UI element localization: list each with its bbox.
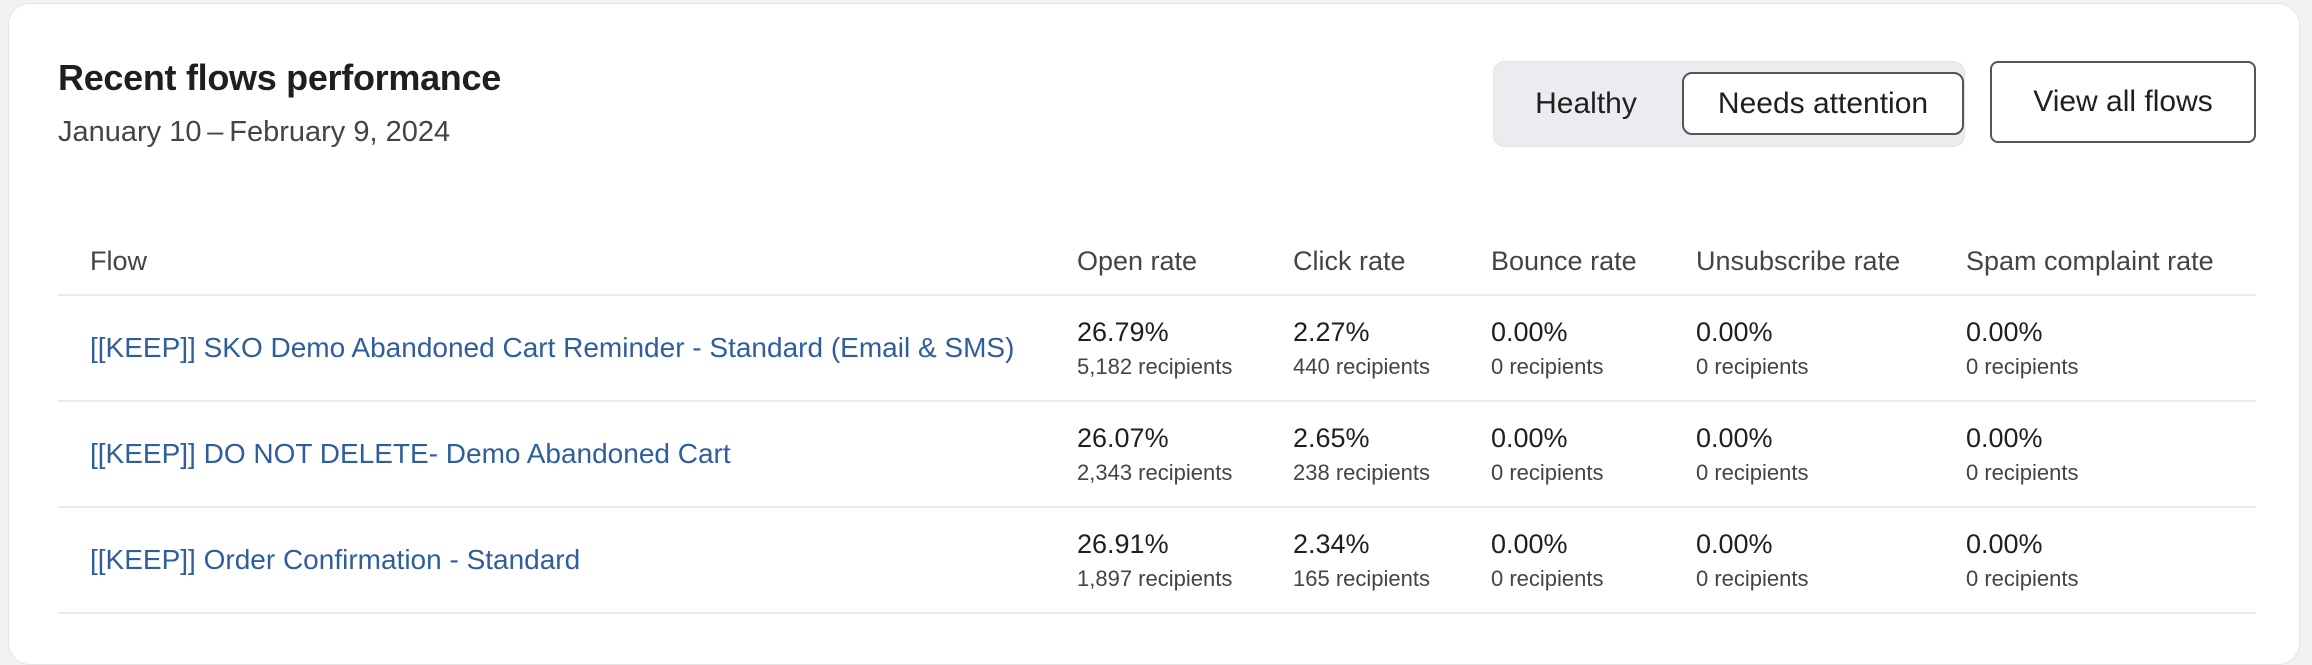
click-rate-value: 2.65% xyxy=(1293,422,1370,453)
open-rate-value: 26.91% xyxy=(1077,528,1169,559)
flow-cell: [[KEEP]] DO NOT DELETE- Demo Abandoned C… xyxy=(58,401,1077,508)
column-header-open-rate: Open rate xyxy=(1077,228,1293,296)
card-title: Recent flows performance xyxy=(58,57,501,98)
spam-complaint-rate-value: 0.00% xyxy=(1966,528,2043,559)
bounce-rate-recipients: 0 recipients xyxy=(1491,353,1604,379)
toggle-needs-attention[interactable]: Needs attention xyxy=(1682,72,1964,135)
click-rate-value: 2.27% xyxy=(1293,316,1370,347)
view-all-flows-button[interactable]: View all flows xyxy=(1990,61,2256,143)
spam-complaint-rate-recipients: 0 recipients xyxy=(1966,353,2079,379)
flow-link[interactable]: [[KEEP]] Order Confirmation - Standard xyxy=(90,544,581,575)
bounce-rate-recipients: 0 recipients xyxy=(1491,565,1604,591)
column-header-bounce-rate: Bounce rate xyxy=(1491,228,1696,296)
open-rate-recipients: 5,182 recipients xyxy=(1077,353,1233,379)
column-header-unsubscribe-rate: Unsubscribe rate xyxy=(1696,228,1966,296)
click-rate-recipients: 440 recipients xyxy=(1293,353,1430,379)
unsubscribe-rate-cell: 0.00% 0 recipients xyxy=(1696,295,1966,402)
click-rate-cell: 2.34% 165 recipients xyxy=(1293,507,1491,614)
table-row: [[KEEP]] DO NOT DELETE- Demo Abandoned C… xyxy=(58,401,2256,508)
column-header-click-rate: Click rate xyxy=(1293,228,1491,296)
open-rate-recipients: 2,343 recipients xyxy=(1077,459,1233,485)
open-rate-recipients: 1,897 recipients xyxy=(1077,565,1233,591)
open-rate-cell: 26.79% 5,182 recipients xyxy=(1077,295,1293,402)
unsubscribe-rate-recipients: 0 recipients xyxy=(1696,353,1809,379)
unsubscribe-rate-cell: 0.00% 0 recipients xyxy=(1696,507,1966,614)
unsubscribe-rate-recipients: 0 recipients xyxy=(1696,565,1809,591)
spam-complaint-rate-cell: 0.00% 0 recipients xyxy=(1966,507,2256,614)
unsubscribe-rate-recipients: 0 recipients xyxy=(1696,459,1809,485)
open-rate-cell: 26.91% 1,897 recipients xyxy=(1077,507,1293,614)
click-rate-recipients: 238 recipients xyxy=(1293,459,1430,485)
bounce-rate-cell: 0.00% 0 recipients xyxy=(1491,507,1696,614)
unsubscribe-rate-cell: 0.00% 0 recipients xyxy=(1696,401,1966,508)
unsubscribe-rate-value: 0.00% xyxy=(1696,528,1773,559)
bounce-rate-value: 0.00% xyxy=(1491,316,1568,347)
unsubscribe-rate-value: 0.00% xyxy=(1696,316,1773,347)
bounce-rate-value: 0.00% xyxy=(1491,422,1568,453)
flow-link[interactable]: [[KEEP]] DO NOT DELETE- Demo Abandoned C… xyxy=(90,438,731,469)
bounce-rate-cell: 0.00% 0 recipients xyxy=(1491,401,1696,508)
unsubscribe-rate-value: 0.00% xyxy=(1696,422,1773,453)
open-rate-value: 26.79% xyxy=(1077,316,1169,347)
table-row: [[KEEP]] SKO Demo Abandoned Cart Reminde… xyxy=(58,295,2256,402)
open-rate-value: 26.07% xyxy=(1077,422,1169,453)
column-header-spam-complaint-rate: Spam complaint rate xyxy=(1966,228,2256,296)
bounce-rate-value: 0.00% xyxy=(1491,528,1568,559)
bounce-rate-cell: 0.00% 0 recipients xyxy=(1491,295,1696,402)
flow-cell: [[KEEP]] SKO Demo Abandoned Cart Reminde… xyxy=(58,295,1077,402)
date-range: January 10 – February 9, 2024 xyxy=(58,116,451,148)
flows-table: Flow Open rate Click rate Bounce rate Un… xyxy=(58,228,2256,614)
spam-complaint-rate-recipients: 0 recipients xyxy=(1966,459,2079,485)
spam-complaint-rate-value: 0.00% xyxy=(1966,316,2043,347)
flows-performance-card: Recent flows performance January 10 – Fe… xyxy=(8,3,2300,665)
spam-complaint-rate-value: 0.00% xyxy=(1966,422,2043,453)
flow-cell: [[KEEP]] Order Confirmation - Standard xyxy=(58,507,1077,614)
click-rate-cell: 2.65% 238 recipients xyxy=(1293,401,1491,508)
table-row: [[KEEP]] Order Confirmation - Standard 26… xyxy=(58,507,2256,614)
spam-complaint-rate-recipients: 0 recipients xyxy=(1966,565,2079,591)
table-header-row: Flow Open rate Click rate Bounce rate Un… xyxy=(58,228,2256,296)
spam-complaint-rate-cell: 0.00% 0 recipients xyxy=(1966,401,2256,508)
open-rate-cell: 26.07% 2,343 recipients xyxy=(1077,401,1293,508)
toggle-healthy[interactable]: Healthy xyxy=(1535,86,1637,120)
flow-link[interactable]: [[KEEP]] SKO Demo Abandoned Cart Reminde… xyxy=(90,332,1015,363)
click-rate-value: 2.34% xyxy=(1293,528,1370,559)
click-rate-recipients: 165 recipients xyxy=(1293,565,1430,591)
status-toggle: Healthy Needs attention xyxy=(1493,61,1965,147)
click-rate-cell: 2.27% 440 recipients xyxy=(1293,295,1491,402)
bounce-rate-recipients: 0 recipients xyxy=(1491,459,1604,485)
column-header-flow: Flow xyxy=(58,228,1077,296)
spam-complaint-rate-cell: 0.00% 0 recipients xyxy=(1966,295,2256,402)
